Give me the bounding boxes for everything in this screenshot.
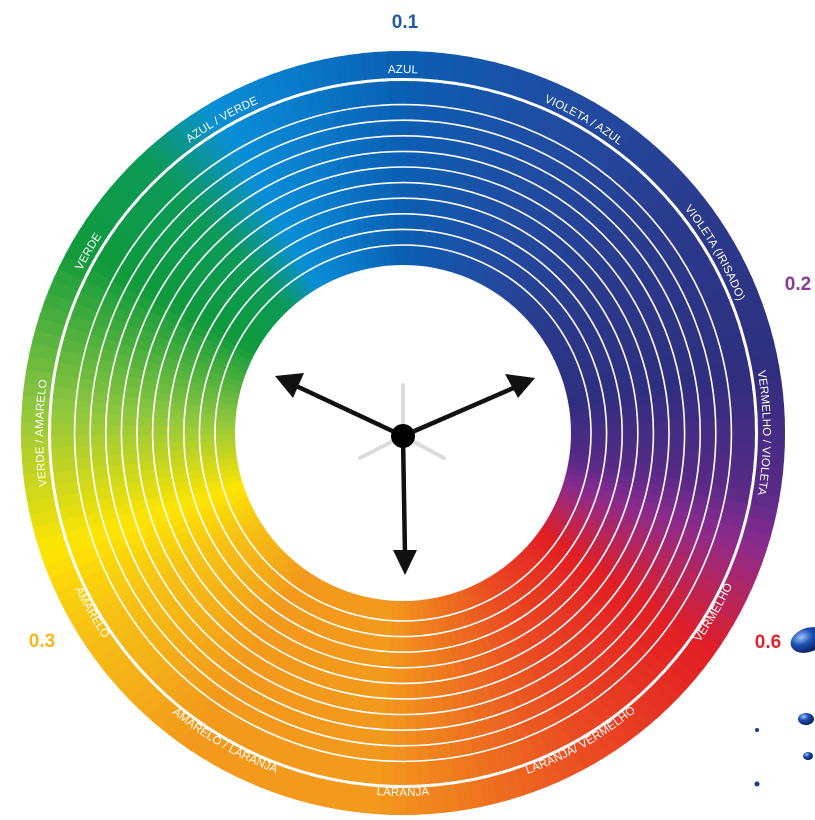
ring-line [104, 134, 702, 732]
arrowhead-right-icon [505, 374, 535, 398]
segment-label: LARANJA [376, 786, 430, 799]
center-dot [391, 424, 415, 448]
ring-line [89, 119, 717, 747]
arrowhead-left-icon [275, 373, 304, 398]
ring-line [167, 197, 639, 669]
ring-line [136, 166, 670, 700]
segment-label: AZUL [388, 64, 419, 76]
value-label-top: 0.1 [392, 12, 419, 33]
ring-line [151, 181, 655, 685]
three-arrow-vector-icon [275, 373, 535, 575]
ring-line [214, 244, 592, 622]
water-droplets-icon [754, 627, 815, 787]
ring-line [120, 150, 686, 716]
concentric-ring-lines [73, 103, 733, 763]
ring-line [183, 213, 623, 653]
segment-label: VERDE / AMARELO [34, 379, 50, 488]
value-label-right-lower: 0.6 [755, 632, 781, 653]
value-label-left: 0.3 [29, 631, 55, 652]
ring-line [198, 228, 608, 638]
segment-label: VERMELHO / VIOLETA [755, 370, 772, 497]
ring-line [73, 103, 733, 763]
arrowhead-down-icon [393, 550, 417, 575]
value-label-right-upper: 0.2 [785, 274, 811, 295]
